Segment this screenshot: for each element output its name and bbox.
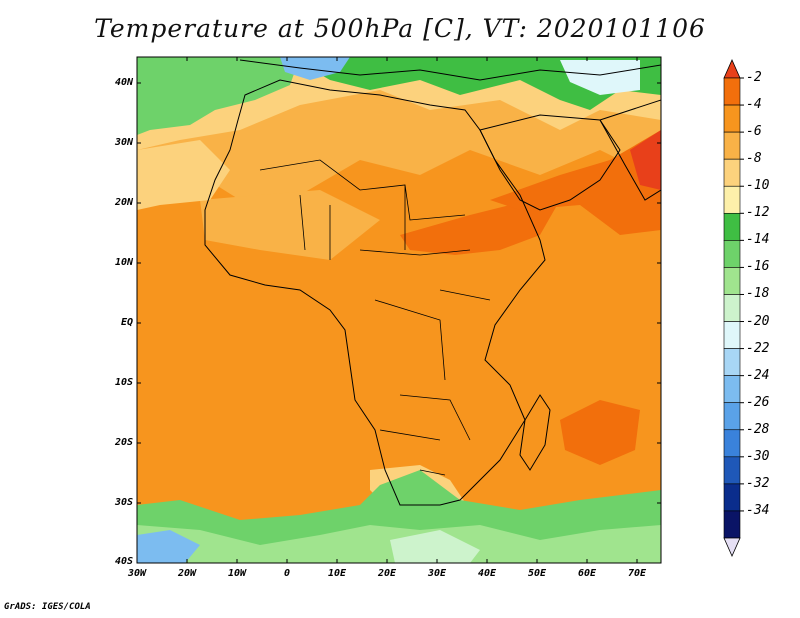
lat-label-30s: 30S — [114, 497, 133, 508]
colorbar-label: -22 — [746, 340, 770, 356]
colorbar-swatch — [723, 212, 741, 241]
colorbar-swatch — [723, 375, 741, 404]
europe-outline — [239, 59, 661, 81]
field-zone-sahara — [200, 190, 380, 260]
lat-label-30n: 30N — [114, 137, 133, 148]
lat-label-20s: 20S — [114, 437, 133, 448]
field-zone-west — [137, 140, 230, 210]
credit-text: GrADS: IGES/COLA — [4, 602, 91, 612]
lon-label-50e: 50E — [527, 568, 547, 579]
lon-label-0: 0 — [283, 568, 291, 579]
colorbar-label: -6 — [746, 124, 762, 140]
lat-label-10n: 10N — [114, 257, 133, 268]
lat-label-40n: 40N — [114, 77, 133, 88]
colorbar-label: -32 — [746, 475, 770, 491]
lon-label-30w: 30W — [127, 568, 147, 579]
field-zone-cold-south — [137, 530, 200, 563]
lat-ticks — [137, 82, 661, 504]
asia-outline — [599, 99, 661, 201]
colorbar-swatch — [723, 429, 741, 458]
lon-label-10w: 10W — [227, 568, 247, 579]
colorbar-swatch — [723, 294, 741, 322]
colorbar-label: -10 — [746, 178, 770, 194]
colorbar-swatch — [723, 321, 741, 349]
colorbar-swatch — [723, 240, 741, 268]
lon-label-20e: 20E — [377, 568, 397, 579]
field-zone-cold-north — [280, 57, 350, 80]
lon-label-10e: 10E — [327, 568, 347, 579]
lon-label-30e: 30E — [427, 568, 447, 579]
colorbar — [723, 59, 744, 557]
colorbar-label: -4 — [746, 97, 762, 113]
field-zone-red-sahel — [400, 200, 560, 255]
field-zone-red-indian — [560, 400, 640, 465]
colorbar-upper-tip — [723, 59, 741, 79]
colorbar-label: -30 — [746, 448, 770, 464]
colorbar-label: -18 — [746, 286, 770, 302]
colorbar-label: -14 — [746, 232, 770, 248]
lon-label-70e: 70E — [627, 568, 647, 579]
field-zone-cold-south2 — [390, 530, 480, 563]
country-borders — [259, 159, 491, 476]
field-zone-green-north — [137, 57, 300, 135]
colorbar-swatch — [723, 510, 741, 539]
lat-label-40s: 40S — [114, 556, 133, 567]
map-frame — [136, 56, 662, 564]
colorbar-label: -12 — [746, 205, 770, 221]
field-zone-cold-north2 — [560, 60, 640, 95]
colorbar-swatch — [723, 158, 741, 187]
colorbar-swatch — [723, 77, 741, 106]
map-title: Temperature at 500hPa [C], VT: 202010110… — [94, 14, 706, 43]
lon-label-60e: 60E — [577, 568, 597, 579]
africa-outline — [204, 79, 546, 506]
lat-label-20n: 20N — [114, 197, 133, 208]
colorbar-swatch — [723, 131, 741, 160]
colorbar-label: -28 — [746, 421, 770, 437]
madagascar-outline — [519, 394, 551, 471]
colorbar-swatch — [723, 483, 741, 512]
lon-label-40e: 40E — [477, 568, 497, 579]
lon-label-20w: 20W — [177, 568, 197, 579]
field-zone-deep-red — [630, 130, 661, 190]
colorbar-swatch — [723, 456, 741, 485]
colorbar-label: -8 — [746, 151, 762, 167]
colorbar-label: -34 — [746, 502, 770, 518]
arabia-outline — [479, 114, 621, 211]
colorbar-label: -2 — [746, 70, 762, 85]
colorbar-swatch — [723, 402, 741, 431]
colorbar-swatch — [723, 104, 741, 133]
lon-ticks — [186, 57, 638, 563]
field-zone-red-arabia — [490, 130, 661, 235]
colorbar-label: -16 — [746, 259, 770, 275]
colorbar-swatch — [723, 267, 741, 295]
colorbar-lower-tip — [723, 537, 741, 557]
colorbar-swatch — [723, 185, 741, 214]
colorbar-swatch — [723, 348, 741, 376]
lat-label-10s: 10S — [114, 377, 133, 388]
colorbar-label: -26 — [746, 394, 770, 410]
lat-label-eq: EQ — [120, 317, 133, 328]
colorbar-label: -20 — [746, 313, 770, 329]
colorbar-label: -24 — [746, 367, 770, 383]
